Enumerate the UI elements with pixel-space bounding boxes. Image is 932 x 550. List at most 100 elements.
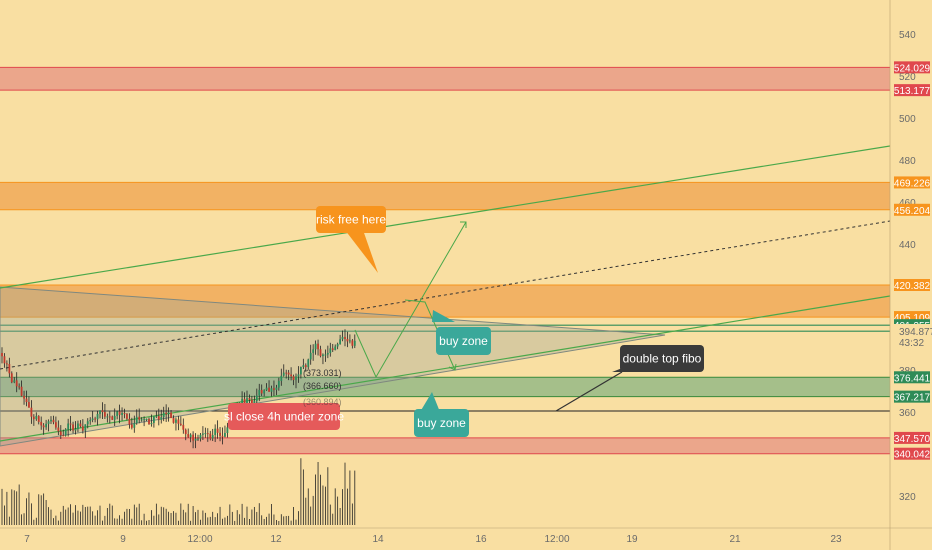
candle-body <box>138 416 141 420</box>
candle-body <box>30 407 33 417</box>
candle-body <box>258 389 261 396</box>
candle-body <box>285 372 288 374</box>
candle-body <box>25 398 28 403</box>
candle-body <box>18 386 21 388</box>
y-tick-label: 460 <box>899 198 916 209</box>
candle-body <box>251 399 253 406</box>
candle-body <box>243 398 246 405</box>
candle-body <box>282 372 285 376</box>
support-zone-red[interactable] <box>0 437 890 454</box>
candle-body <box>349 340 351 342</box>
trendline-upper[interactable] <box>0 145 891 289</box>
price-tag-420.382[interactable] <box>894 279 930 291</box>
candle-body <box>123 413 126 415</box>
last-price-countdown: 43:32 <box>899 338 924 349</box>
risk-free-pointer <box>345 230 378 273</box>
candle-body <box>108 416 111 418</box>
candle-body <box>72 424 74 431</box>
candle-body <box>37 416 40 422</box>
sl-close-callout-box[interactable] <box>228 403 340 430</box>
candle-body <box>135 416 138 424</box>
x-tick-label: 21 <box>729 534 741 545</box>
y-tick-label: 520 <box>899 72 916 83</box>
y-tick-label: 500 <box>899 114 916 125</box>
candle-body <box>297 374 300 377</box>
candle-body <box>351 340 354 346</box>
candle-body <box>91 418 94 420</box>
candle-body <box>35 416 38 420</box>
candle-body <box>302 365 305 368</box>
x-tick-label: 12:00 <box>544 534 569 545</box>
price-tag-376.441[interactable] <box>894 371 930 384</box>
y-tick-label: 360 <box>899 408 916 419</box>
candle-body <box>45 423 47 428</box>
candle-body <box>326 352 329 355</box>
candle-body <box>155 416 158 418</box>
candle-body <box>344 336 346 339</box>
candle-body <box>211 435 214 439</box>
price-tag-456.204[interactable] <box>894 203 930 216</box>
candle-body <box>165 412 168 415</box>
price-tag-524.029[interactable] <box>894 61 930 74</box>
candle-body <box>121 413 123 415</box>
candle-body <box>290 374 292 377</box>
projection-path-up[interactable] <box>354 221 467 379</box>
candle-body <box>192 434 194 441</box>
candle-body <box>1 353 3 357</box>
trendline-lower[interactable] <box>0 295 891 442</box>
candle-body <box>50 419 52 422</box>
buy-zone-1-callout: buy zone <box>439 334 488 348</box>
price-tag-367.217[interactable] <box>894 390 930 403</box>
x-tick-label: 14 <box>372 534 384 545</box>
risk-free-callout-box[interactable] <box>316 206 386 233</box>
candle-body <box>255 395 258 402</box>
support-zone-green[interactable] <box>0 377 890 397</box>
candle-body <box>353 340 356 346</box>
candle-body <box>13 380 16 383</box>
candle-body <box>23 395 25 399</box>
candle-body <box>94 418 96 420</box>
resistance-zone-top[interactable] <box>0 67 890 91</box>
candle-body <box>175 419 177 423</box>
candle-body <box>265 387 268 391</box>
candle-body <box>300 367 302 375</box>
candle-body <box>162 412 165 418</box>
price-tag-label: 524.029 <box>894 63 931 74</box>
candle-body <box>221 435 224 437</box>
candle-body <box>329 348 332 353</box>
buy-zone-1-callout-box[interactable] <box>436 327 491 355</box>
price-tag-513.177[interactable] <box>894 84 930 97</box>
candle-body <box>226 427 229 433</box>
candle-body <box>204 433 207 435</box>
candle-body <box>287 372 290 375</box>
candle-body <box>177 419 180 424</box>
price-tag-347.570[interactable] <box>894 431 930 444</box>
double-top-pointer <box>555 371 623 412</box>
double-top-callout-box[interactable] <box>620 345 704 372</box>
candle-body <box>15 380 18 387</box>
candle-body <box>3 356 6 364</box>
price-tag-469.226[interactable] <box>894 176 930 189</box>
buy-zone-2-callout-box[interactable] <box>414 409 469 437</box>
candle-body <box>170 412 172 419</box>
candle-body <box>52 419 55 423</box>
candle-body <box>57 427 60 432</box>
price-tag-label: 340.042 <box>894 450 931 461</box>
double-top-callout: double top fibo <box>623 352 702 366</box>
candle-body <box>241 398 243 406</box>
price-tag-label: 469.226 <box>894 178 931 189</box>
x-tick-label: 19 <box>626 534 638 545</box>
candle-body <box>99 410 101 414</box>
resistance-zone-middle[interactable] <box>0 285 890 318</box>
candle-body <box>322 354 324 357</box>
resistance-zone-upper[interactable] <box>0 182 890 210</box>
candle-body <box>263 390 266 394</box>
trendline-dashed[interactable] <box>0 220 891 370</box>
candle-body <box>199 434 202 439</box>
y-tick-label: 440 <box>899 240 916 251</box>
candle-body <box>324 354 327 356</box>
last-price-tag[interactable] <box>894 324 930 346</box>
price-tag-340.042[interactable] <box>894 447 930 460</box>
